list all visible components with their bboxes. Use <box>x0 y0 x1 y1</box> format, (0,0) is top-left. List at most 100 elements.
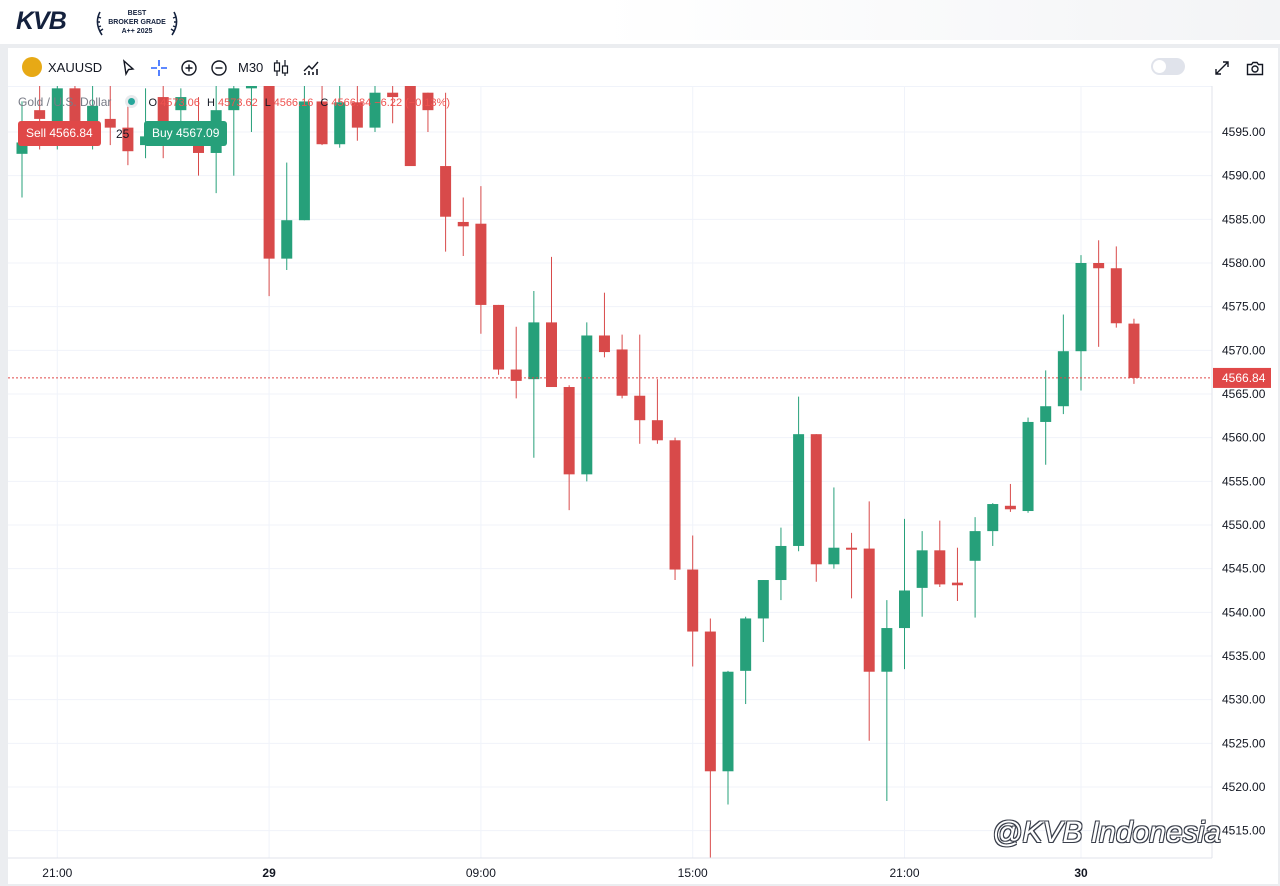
candle-body <box>369 92 381 128</box>
candle-body <box>510 369 522 381</box>
candle-body <box>616 349 628 396</box>
candle-body <box>634 395 646 421</box>
price-axis <box>1212 86 1278 858</box>
candle-body <box>899 590 910 629</box>
price-tick-label: 4515.00 <box>1222 824 1266 838</box>
laurel-icon <box>96 11 178 36</box>
candle-body <box>651 420 663 441</box>
symbol-name[interactable]: XAUUSD <box>48 60 103 75</box>
candle-body <box>387 92 399 98</box>
price-tick-label: 4535.00 <box>1222 649 1266 663</box>
timeframe-button[interactable]: M30 <box>238 60 264 75</box>
candle-body <box>546 322 557 388</box>
candle-body <box>881 628 893 672</box>
candle-body <box>475 223 487 305</box>
crosshair-icon[interactable] <box>149 58 169 78</box>
candle-body <box>846 547 858 550</box>
indicators-icon[interactable] <box>301 58 321 78</box>
price-tick-label: 4545.00 <box>1222 562 1266 576</box>
top-bar <box>0 0 1280 44</box>
buy-button[interactable]: Buy 4567.09 <box>144 121 228 146</box>
candle-body <box>934 550 946 585</box>
candle-body <box>704 631 716 772</box>
candle-body <box>69 88 81 124</box>
award-text: BEST BROKER GRADE A++ 2025 <box>108 10 166 35</box>
candle-body <box>916 550 928 588</box>
candle-body <box>528 322 540 380</box>
candle-body <box>228 88 240 111</box>
high-value: 4573.62 <box>217 97 258 109</box>
candle-body <box>493 304 505 370</box>
candle-body <box>298 101 310 221</box>
sell-button[interactable]: Sell 4566.84 <box>18 121 101 146</box>
candle-body <box>775 545 787 581</box>
open-value: 4573.06 <box>160 97 200 109</box>
time-tick-label: 29 <box>262 866 276 880</box>
price-tick-label: 4540.00 <box>1222 605 1266 619</box>
candles-icon[interactable] <box>271 58 291 78</box>
candle-body <box>740 618 752 671</box>
zoom-out-icon[interactable] <box>209 58 229 78</box>
cursor-icon[interactable] <box>118 58 138 78</box>
change-value: −6.22 (−0.13%) <box>374 97 451 109</box>
price-tick-label: 4585.00 <box>1222 212 1266 226</box>
candle-body <box>722 671 734 772</box>
toggle-switch[interactable] <box>1151 58 1185 75</box>
price-tick-label: 4575.00 <box>1222 300 1266 314</box>
time-axis <box>8 858 1278 884</box>
zoom-in-icon[interactable] <box>179 58 199 78</box>
candle-body <box>1004 505 1016 510</box>
candle-body <box>457 221 469 227</box>
time-tick-label: 21:00 <box>889 866 919 880</box>
candle-body <box>404 86 416 167</box>
close-value: 4566.84 <box>331 97 372 109</box>
price-tick-label: 4555.00 <box>1222 474 1266 488</box>
candle-body <box>281 220 293 259</box>
candle-body <box>987 504 999 532</box>
price-tick-label: 4550.00 <box>1222 518 1266 532</box>
candle-body <box>245 86 257 89</box>
candle-body <box>757 580 769 619</box>
time-tick-label: 21:00 <box>42 866 72 880</box>
fullscreen-icon[interactable] <box>1212 58 1232 78</box>
time-tick-label: 30 <box>1074 866 1088 880</box>
candle-body <box>828 547 840 565</box>
camera-icon[interactable] <box>1245 58 1265 78</box>
kvb-logo: KVB <box>16 7 67 35</box>
candle-body <box>951 582 963 586</box>
candle-body <box>598 335 610 353</box>
time-tick-label: 15:00 <box>678 866 708 880</box>
candle-body <box>16 142 28 154</box>
candle-body <box>87 105 99 124</box>
candle-body <box>969 531 981 561</box>
price-tick-label: 4595.00 <box>1222 125 1266 139</box>
candle-body <box>669 440 681 570</box>
low-value: 4566.16 <box>273 97 314 109</box>
price-tick-label: 4530.00 <box>1222 693 1266 707</box>
candle-body <box>1022 421 1034 512</box>
candle-body <box>122 127 134 152</box>
instrument-title: Gold / U.S. Dollar <box>18 95 112 109</box>
candle-body <box>422 92 434 111</box>
chart-panel <box>8 48 1278 884</box>
candle-body <box>316 101 328 145</box>
candle-body <box>175 97 187 111</box>
gold-symbol-icon <box>22 57 42 77</box>
candle-body <box>863 548 875 672</box>
ohlc-legend: Gold / U.S. Dollar O 4573.06 H 4573.62 L… <box>18 95 451 109</box>
candle-body <box>687 569 699 632</box>
candle-body <box>1057 351 1069 407</box>
price-tick-label: 4525.00 <box>1222 736 1266 750</box>
candle-body <box>1128 323 1140 378</box>
top-bar-fade <box>600 0 1280 40</box>
market-status-dot <box>128 98 136 105</box>
candle-body <box>1093 263 1105 269</box>
price-tick-label: 4570.00 <box>1222 343 1266 357</box>
candle-body <box>34 110 46 119</box>
candle-body <box>810 434 822 565</box>
price-tick-label: 4580.00 <box>1222 256 1266 270</box>
candle-body <box>334 102 346 145</box>
price-tick-label: 4590.00 <box>1222 169 1266 183</box>
candle-body <box>263 86 275 259</box>
